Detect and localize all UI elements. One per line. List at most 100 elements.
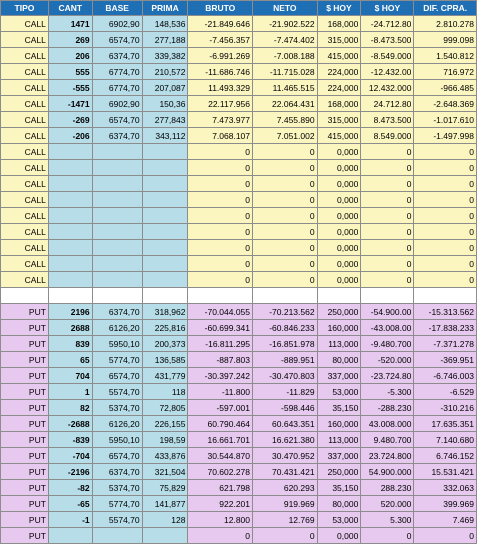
cell-tipo[interactable]: PUT	[0, 415, 49, 432]
cell-cant[interactable]: -2688	[47, 415, 93, 432]
cell-cant[interactable]: -1471	[47, 95, 93, 112]
cell-tipo[interactable]: CALL	[0, 159, 49, 176]
cell-cant[interactable]: 1	[47, 383, 93, 400]
cell-dif-cpra[interactable]: 999.098	[413, 31, 477, 48]
cell-tipo[interactable]: CALL	[0, 47, 49, 64]
cell-neto[interactable]: -16.851.978	[252, 335, 318, 352]
cell-dif-cpra[interactable]: 17.635.351	[413, 415, 477, 432]
empty-cell[interactable]	[360, 287, 415, 304]
cell-base[interactable]	[91, 159, 143, 176]
cell-neto[interactable]: 919.969	[252, 495, 318, 512]
cell-prima[interactable]: 343,112	[141, 127, 189, 144]
cell-tipo[interactable]: CALL	[0, 143, 49, 160]
cell-prima[interactable]: 277,843	[141, 111, 189, 128]
cell-neto[interactable]: 22.064.431	[252, 95, 318, 112]
cell-bruto[interactable]: 16.661.701	[187, 431, 254, 448]
cell-prima[interactable]	[141, 159, 189, 176]
cell-neto[interactable]: 0	[252, 271, 318, 288]
cell-dif-cpra[interactable]: -369.951	[413, 351, 477, 368]
cell-base[interactable]: 6374,70	[91, 47, 143, 64]
cell-dif-cpra[interactable]: 0	[413, 255, 477, 272]
cell-neto[interactable]: 0	[252, 159, 318, 176]
cell-dif-cpra[interactable]: 0	[413, 191, 477, 208]
cell-bruto[interactable]: 0	[187, 271, 254, 288]
cell-neto[interactable]: 0	[252, 191, 318, 208]
cell-hoy-value[interactable]: 8.473.500	[360, 111, 415, 128]
cell-tipo[interactable]: CALL	[0, 63, 49, 80]
cell-tipo[interactable]: PUT	[0, 479, 49, 496]
empty-cell[interactable]	[0, 287, 49, 304]
cell-tipo[interactable]: CALL	[0, 223, 49, 240]
cell-hoy-value[interactable]: 5.300	[360, 511, 415, 528]
cell-bruto[interactable]: 0	[187, 255, 254, 272]
cell-hoy-value[interactable]: 12.432.000	[360, 79, 415, 96]
cell-tipo[interactable]: CALL	[0, 207, 49, 224]
cell-base[interactable]: 6774,70	[91, 79, 143, 96]
cell-bruto[interactable]: 12.800	[187, 511, 254, 528]
cell-hoy-value[interactable]: 24.712.80	[360, 95, 415, 112]
cell-base[interactable]: 6574,70	[91, 31, 143, 48]
cell-tipo[interactable]: PUT	[0, 495, 49, 512]
cell-dif-cpra[interactable]: 0	[413, 175, 477, 192]
cell-prima[interactable]: 433,876	[141, 447, 189, 464]
cell-bruto[interactable]: -6.991.269	[187, 47, 254, 64]
cell-bruto[interactable]: -7.456.357	[187, 31, 254, 48]
cell-hoy-price[interactable]: 53,000	[316, 511, 362, 528]
cell-hoy-value[interactable]: 0	[360, 239, 415, 256]
cell-cant[interactable]: -65	[47, 495, 93, 512]
cell-hoy-value[interactable]: 0	[360, 191, 415, 208]
cell-prima[interactable]: 75,829	[141, 479, 189, 496]
cell-neto[interactable]: -7.474.402	[252, 31, 318, 48]
cell-hoy-value[interactable]: 8.549.000	[360, 127, 415, 144]
cell-hoy-value[interactable]: 54.900.000	[360, 463, 415, 480]
cell-neto[interactable]: -598.446	[252, 399, 318, 416]
cell-hoy-price[interactable]: 0,000	[316, 239, 362, 256]
cell-neto[interactable]: -70.213.562	[252, 303, 318, 320]
cell-neto[interactable]: -30.470.803	[252, 367, 318, 384]
cell-dif-cpra[interactable]: 0	[413, 223, 477, 240]
cell-prima[interactable]: 210,572	[141, 63, 189, 80]
cell-bruto[interactable]: 70.602.278	[187, 463, 254, 480]
cell-hoy-value[interactable]: -288.230	[360, 399, 415, 416]
cell-cant[interactable]: -2196	[47, 463, 93, 480]
cell-tipo[interactable]: PUT	[0, 335, 49, 352]
cell-hoy-price[interactable]: 415,000	[316, 127, 362, 144]
cell-tipo[interactable]: CALL	[0, 175, 49, 192]
cell-base[interactable]: 5574,70	[91, 511, 143, 528]
cell-hoy-price[interactable]: 224,000	[316, 79, 362, 96]
empty-cell[interactable]	[91, 287, 143, 304]
cell-prima[interactable]: 118	[141, 383, 189, 400]
cell-tipo[interactable]: PUT	[0, 511, 49, 528]
cell-hoy-value[interactable]: 288.230	[360, 479, 415, 496]
cell-cant[interactable]	[47, 191, 93, 208]
cell-tipo[interactable]: PUT	[0, 399, 49, 416]
cell-cant[interactable]: 206	[47, 47, 93, 64]
cell-base[interactable]: 5374,70	[91, 399, 143, 416]
cell-prima[interactable]	[141, 223, 189, 240]
cell-bruto[interactable]: -30.397.242	[187, 367, 254, 384]
cell-base[interactable]	[91, 239, 143, 256]
cell-base[interactable]: 6126,20	[91, 415, 143, 432]
cell-cant[interactable]: 82	[47, 399, 93, 416]
cell-neto[interactable]: -21.902.522	[252, 15, 318, 32]
cell-prima[interactable]: 339,382	[141, 47, 189, 64]
cell-tipo[interactable]: CALL	[0, 31, 49, 48]
cell-hoy-price[interactable]: 35,150	[316, 399, 362, 416]
cell-prima[interactable]	[141, 207, 189, 224]
cell-hoy-price[interactable]: 0,000	[316, 143, 362, 160]
cell-cant[interactable]	[47, 159, 93, 176]
cell-prima[interactable]: 318,962	[141, 303, 189, 320]
cell-hoy-price[interactable]: 337,000	[316, 367, 362, 384]
cell-neto[interactable]: -889.951	[252, 351, 318, 368]
cell-hoy-price[interactable]: 0,000	[316, 207, 362, 224]
cell-dif-cpra[interactable]: 0	[413, 527, 477, 544]
cell-hoy-value[interactable]: 0	[360, 223, 415, 240]
cell-tipo[interactable]: CALL	[0, 15, 49, 32]
cell-cant[interactable]	[47, 223, 93, 240]
cell-bruto[interactable]: 621.798	[187, 479, 254, 496]
cell-hoy-value[interactable]: 0	[360, 527, 415, 544]
cell-hoy-price[interactable]: 0,000	[316, 271, 362, 288]
cell-dif-cpra[interactable]: 2.810.278	[413, 15, 477, 32]
cell-base[interactable]: 5950,10	[91, 431, 143, 448]
cell-prima[interactable]	[141, 255, 189, 272]
